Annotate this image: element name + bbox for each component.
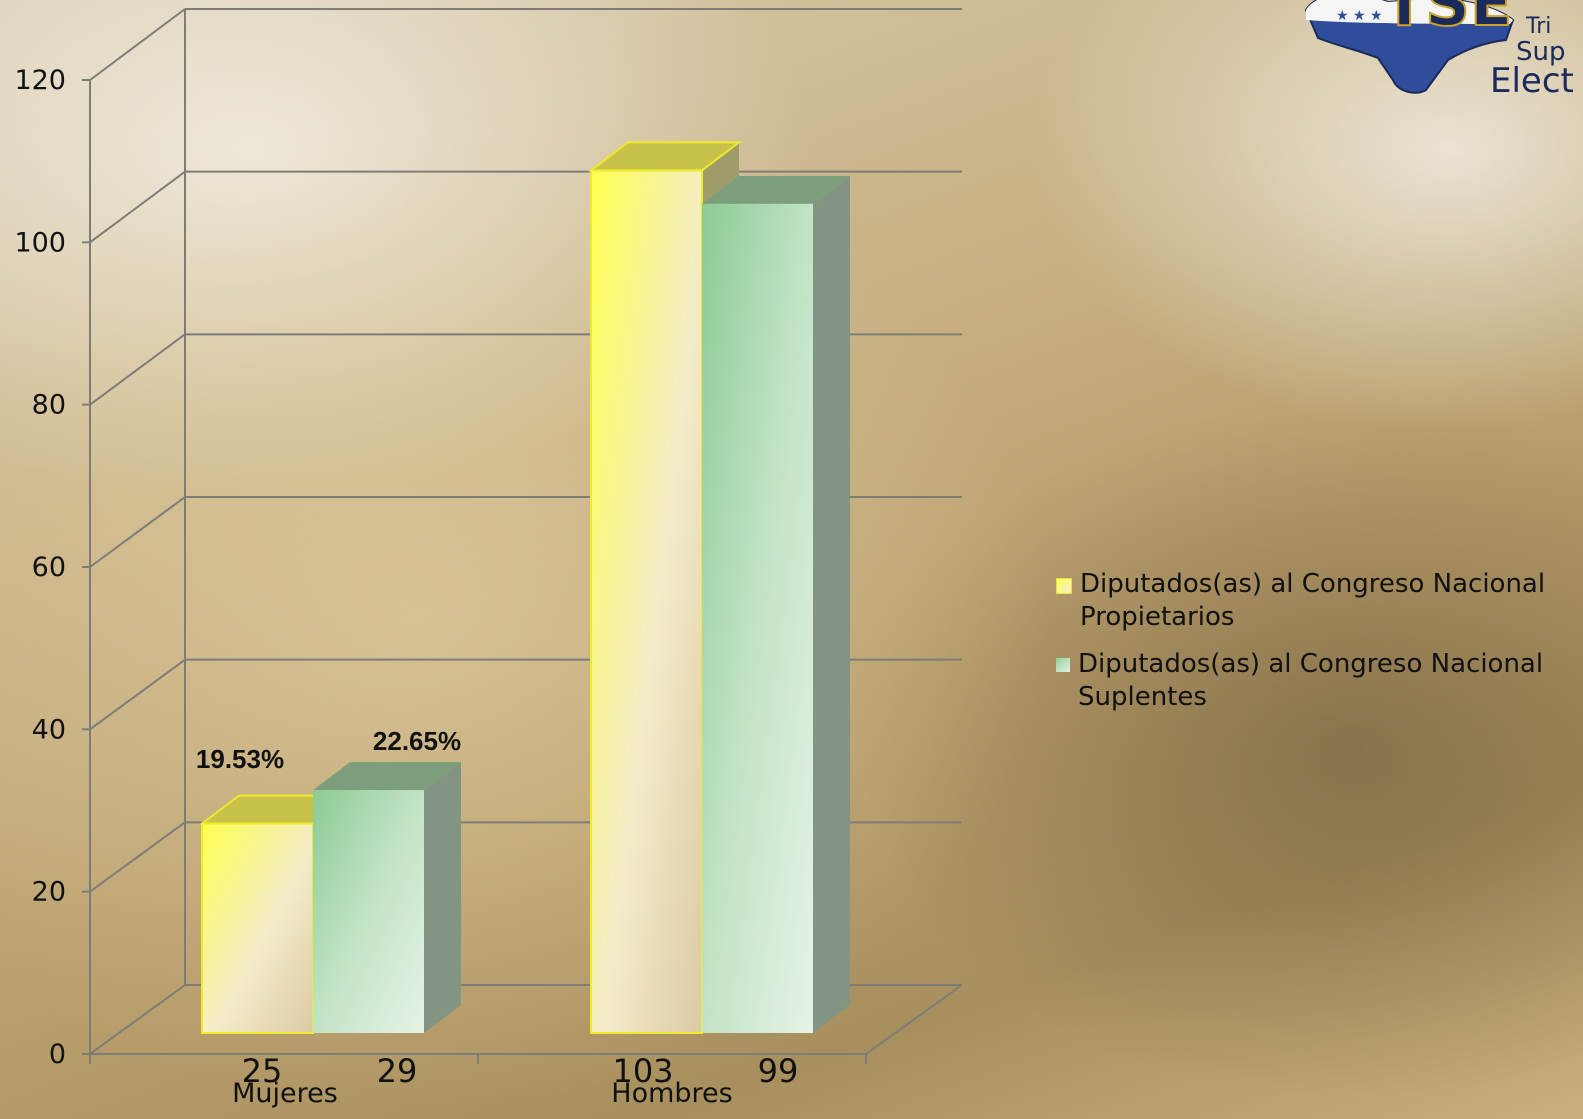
y-tick-label: 80 (32, 390, 66, 421)
gridline-depth (89, 658, 186, 731)
logo-acronym: TSE (1383, 0, 1512, 40)
value-label: 103 (612, 1052, 673, 1090)
gridline-depth (89, 8, 186, 81)
y-tick-label: 120 (14, 65, 66, 96)
value-label: 25 (242, 1052, 283, 1090)
gridline-depth (89, 333, 186, 406)
logo-line-3: Elect (1490, 61, 1574, 100)
gridline-depth (89, 984, 186, 1055)
legend-swatch-suplentes (1056, 658, 1070, 672)
legend-item-propietarios: Diputados(as) al Congreso Nacional Propi… (1056, 568, 1576, 634)
bars (199, 141, 850, 1034)
gridline-depth (89, 821, 186, 893)
y-tick-label: 0 (49, 1039, 66, 1070)
y-tick-label: 20 (32, 877, 66, 908)
legend-swatch-propietarios (1056, 578, 1072, 594)
y-tick-label: 60 (32, 552, 66, 583)
logo-line-2: Sup (1516, 37, 1566, 67)
legend-label-propietarios: Diputados(as) al Congreso Nacional Propi… (1080, 569, 1546, 632)
tse-logo: ★ ★ ★ TSE Tri Sup Elect (1298, 0, 1583, 100)
y-tick-label: 100 (14, 227, 66, 258)
value-label: 29 (377, 1052, 418, 1090)
percent-label: 22.65% (373, 726, 461, 756)
percent-label: 19.53% (196, 744, 284, 774)
bar-mujeres-s1 (313, 762, 461, 1033)
category-label: Mujeres (232, 1078, 338, 1109)
data-labels: 25 29 Mujeres 103 99 Hombres 19.53% 22.65% (196, 726, 798, 1109)
legend: Diputados(as) al Congreso Nacional Propi… (1056, 568, 1576, 728)
value-label: 99 (758, 1052, 799, 1090)
gridline-depth (89, 170, 186, 244)
category-label: Hombres (611, 1078, 732, 1109)
legend-item-suplentes: Diputados(as) al Congreso Nacional Suple… (1056, 648, 1576, 714)
gridline-depth (89, 496, 186, 568)
bar-hombres-s1 (702, 175, 850, 1033)
floor-edge (865, 984, 963, 1055)
y-tick-label: 40 (32, 714, 66, 745)
star-icon: ★ ★ ★ (1336, 8, 1383, 24)
logo-line-1: Tri (1525, 14, 1551, 39)
y-axis: 0 20 40 60 80 100 120 (14, 65, 867, 1070)
legend-label-suplentes: Diputados(as) al Congreso Nacional Suple… (1078, 649, 1544, 712)
